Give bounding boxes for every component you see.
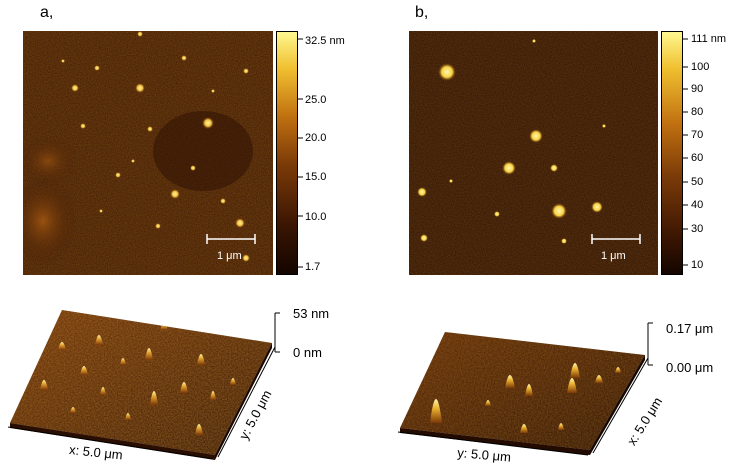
colorbar-b-tick-4: 70 [691, 129, 704, 141]
colorbar-b-tick-1: 100 [691, 61, 710, 73]
colorbar-a-tick-0: 32.5 nm [305, 35, 345, 47]
colorbar-a-tick-1: 25.0 [305, 94, 327, 106]
panel-a-label: a, [40, 4, 54, 21]
colorbar-b-tick-8: 30 [691, 223, 704, 235]
colorbar-a-ticks [298, 31, 304, 275]
colorbar-b-tick-3: 80 [691, 106, 704, 118]
colorbar-b-tick-6: 50 [691, 176, 704, 188]
colorbar-a-tick-3: 15.0 [305, 171, 327, 183]
afm-image-a [23, 31, 273, 275]
colorbar-b-tick-2: 90 [691, 83, 704, 95]
colorbar-a [276, 31, 298, 275]
scale-bar-label-b: 1 μm [601, 250, 626, 262]
colorbar-b-ticks [683, 31, 689, 275]
afm-3d-surface-a [0, 305, 290, 470]
colorbar-b-tick-5: 60 [691, 152, 704, 164]
afm-3d-surface-b [390, 318, 660, 468]
colorbar-a-tick-4: 10.0 [305, 211, 327, 223]
colorbar-b-tick-0: 111 nm [691, 33, 727, 45]
z-top-label-b: 0.17 μm [666, 321, 714, 336]
z-top-label-a: 53 nm [293, 306, 330, 321]
z-bottom-label-a: 0 nm [293, 345, 322, 360]
panel-b-label: b, [415, 4, 429, 21]
afm-image-b [409, 31, 658, 275]
colorbar-b-tick-7: 40 [691, 199, 704, 211]
colorbar-a-tick-2: 20.0 [305, 132, 327, 144]
colorbar-b-tick-9: 10 [691, 259, 704, 271]
z-bottom-label-b: 0.00 μm [666, 360, 714, 375]
colorbar-a-tick-5: 1.7 [305, 261, 321, 273]
scale-bar-label-a: 1 μm [217, 250, 242, 262]
colorbar-b [661, 31, 683, 275]
